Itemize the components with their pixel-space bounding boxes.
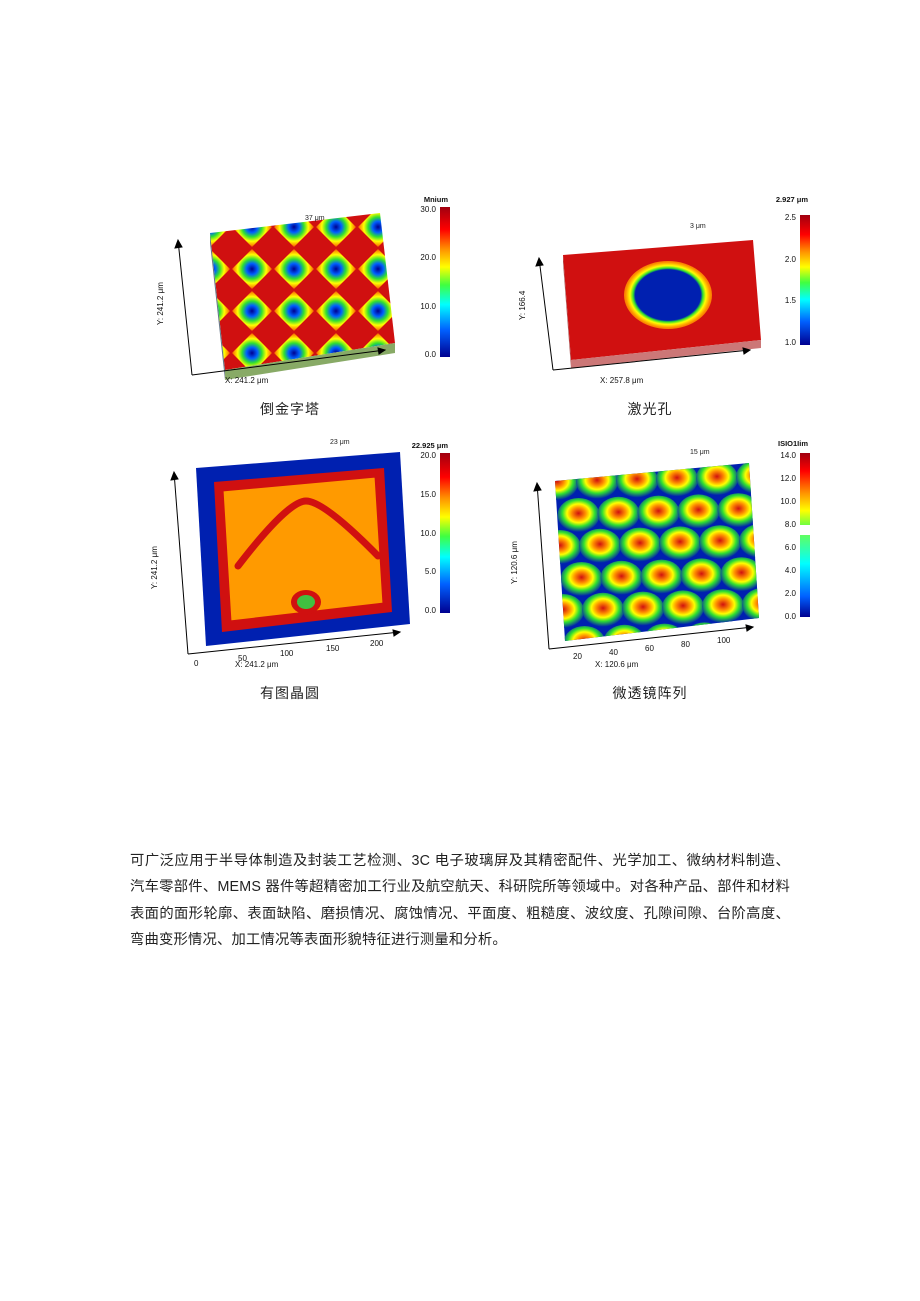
colorbar-title: Mnium: [424, 195, 448, 204]
peak-label: 37 μm: [305, 215, 325, 222]
figure-caption: 激光孔: [628, 399, 673, 419]
tick: 20.0: [420, 451, 436, 460]
svg-text:20: 20: [573, 652, 582, 661]
tick: 1.5: [785, 296, 796, 305]
figure-inverted-pyramid: Mnium 30.0 20.0 10.0 0.0: [130, 195, 450, 385]
y-axis-label: Y: 241.2 μm: [156, 282, 165, 325]
figure-grid: Mnium 30.0 20.0 10.0 0.0: [0, 195, 920, 703]
svg-text:80: 80: [681, 640, 690, 649]
tick: 30.0: [420, 205, 436, 214]
svg-text:100: 100: [717, 636, 731, 645]
colorbar-title: 2.927 μm: [776, 195, 808, 204]
figure-cell-3: 22.925 μm 20.0 15.0 10.0 5.0 0.0: [130, 439, 450, 703]
tick: 15.0: [420, 490, 436, 499]
colorbar-ticks: 14.0 12.0 10.0 8.0 6.0 4.0 2.0 0.0: [780, 451, 796, 621]
colorbar-ticks: 2.5 2.0 1.5 1.0: [785, 213, 796, 347]
tick: 10.0: [780, 497, 796, 506]
peak-label: 23 μm: [330, 439, 350, 446]
tick: 0.0: [420, 350, 436, 359]
tick: 6.0: [780, 543, 796, 552]
tick: 10.0: [420, 302, 436, 311]
svg-text:150: 150: [326, 644, 340, 653]
tick: 2.5: [785, 213, 796, 222]
colorbar-ticks: 30.0 20.0 10.0 0.0: [420, 205, 436, 359]
tick: 14.0: [780, 451, 796, 460]
colorbar-title: ISIO1Iim: [778, 439, 808, 448]
colorbar-upper: [800, 453, 810, 525]
figure-patterned-wafer: 22.925 μm 20.0 15.0 10.0 5.0 0.0: [130, 439, 450, 669]
figure-cell-4: ISIO1Iim 14.0 12.0 10.0 8.0 6.0 4.0 2.0 …: [490, 439, 810, 703]
page-content: Mnium 30.0 20.0 10.0 0.0: [0, 195, 920, 954]
figure-caption: 有图晶圆: [260, 683, 320, 703]
x-axis-label: X: 241.2 μm: [235, 660, 278, 669]
tick: 10.0: [420, 529, 436, 538]
surface-plot-svg: 20 40 60 80 100: [525, 449, 775, 669]
tick: 12.0: [780, 474, 796, 483]
body-paragraph: 可广泛应用于半导体制造及封装工艺检测、3C 电子玻璃屏及其精密配件、光学加工、微…: [0, 848, 920, 954]
figure-caption: 倒金字塔: [260, 399, 320, 419]
figure-laser-hole: 2.927 μm 2.5 2.0 1.5 1.0: [490, 195, 810, 385]
surface-plot-svg: [525, 210, 775, 385]
svg-text:0: 0: [194, 659, 199, 668]
peak-label: 3 μm: [690, 223, 706, 230]
colorbar-title: 22.925 μm: [412, 441, 448, 450]
tick: 1.0: [785, 338, 796, 347]
y-axis-label: Y: 241.2 μm: [150, 546, 159, 589]
colorbar: [440, 207, 450, 357]
tick: 5.0: [420, 567, 436, 576]
surface-plot-svg: 0 50 100 150 200: [160, 444, 420, 669]
colorbar: [800, 215, 810, 345]
tick: 8.0: [780, 520, 796, 529]
svg-text:100: 100: [280, 649, 294, 658]
surface-plot-svg: [170, 200, 410, 385]
svg-text:200: 200: [370, 639, 384, 648]
tick: 0.0: [420, 606, 436, 615]
colorbar-ticks: 20.0 15.0 10.0 5.0 0.0: [420, 451, 436, 615]
figure-caption: 微透镜阵列: [613, 683, 688, 703]
x-axis-label: X: 241.2 μm: [225, 376, 268, 385]
x-axis-label: X: 120.6 μm: [595, 660, 638, 669]
tick: 2.0: [785, 255, 796, 264]
svg-text:40: 40: [609, 648, 618, 657]
y-axis-label: Y: 120.6 μm: [510, 541, 519, 584]
peak-label: 15 μm: [690, 449, 710, 456]
colorbar: [440, 453, 450, 613]
tick: 20.0: [420, 253, 436, 262]
tick: 2.0: [780, 589, 796, 598]
x-axis-label: X: 257.8 μm: [600, 376, 643, 385]
figure-cell-2: 2.927 μm 2.5 2.0 1.5 1.0: [490, 195, 810, 419]
colorbar-lower: [800, 535, 810, 617]
tick: 4.0: [780, 566, 796, 575]
figure-cell-1: Mnium 30.0 20.0 10.0 0.0: [130, 195, 450, 419]
svg-text:60: 60: [645, 644, 654, 653]
y-axis-label: Y: 166.4: [518, 291, 527, 320]
tick: 0.0: [780, 612, 796, 621]
figure-microlens-array: ISIO1Iim 14.0 12.0 10.0 8.0 6.0 4.0 2.0 …: [490, 439, 810, 669]
